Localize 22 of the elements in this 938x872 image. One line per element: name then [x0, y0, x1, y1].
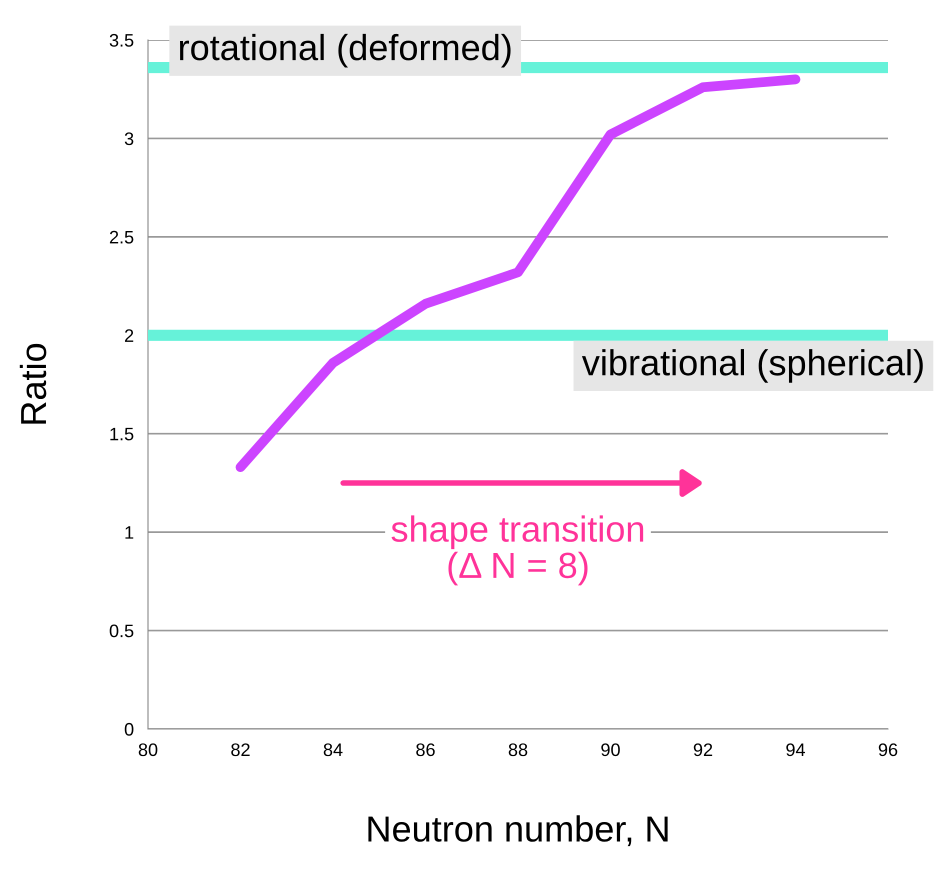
y-tick-label: 2 — [124, 329, 134, 342]
annotation: shape transition (Δ N = 8) — [392, 515, 644, 586]
y-tick-label: 1.5 — [110, 428, 134, 440]
x-tick-label: 82 — [231, 743, 250, 756]
x-tick-label: 90 — [601, 743, 620, 756]
y-tick-label: 0.5 — [110, 624, 134, 638]
x-tick-label: 94 — [786, 743, 806, 756]
y-tick-label: 3 — [124, 132, 134, 146]
x-tick-label: 80 — [138, 743, 158, 756]
y-axis-title: Ratio — [20, 344, 46, 424]
x-tick-label: 96 — [878, 743, 898, 756]
x-tick-label: 86 — [416, 743, 435, 756]
y-tick-label: 1 — [125, 526, 134, 539]
x-tick-label: 92 — [694, 743, 712, 756]
x-tick-label: 84 — [324, 743, 343, 756]
y-tick-label: 2.5 — [110, 230, 134, 244]
ref-line-label: rotational (deformed) — [180, 34, 511, 68]
y-tick-label: 0 — [124, 722, 134, 736]
y-tick-label: 3.5 — [110, 34, 134, 47]
ref-line-label: vibrational (spherical) — [582, 349, 923, 383]
x-axis-title: Neutron number, N — [368, 815, 668, 846]
x-tick-label: 88 — [508, 743, 528, 756]
